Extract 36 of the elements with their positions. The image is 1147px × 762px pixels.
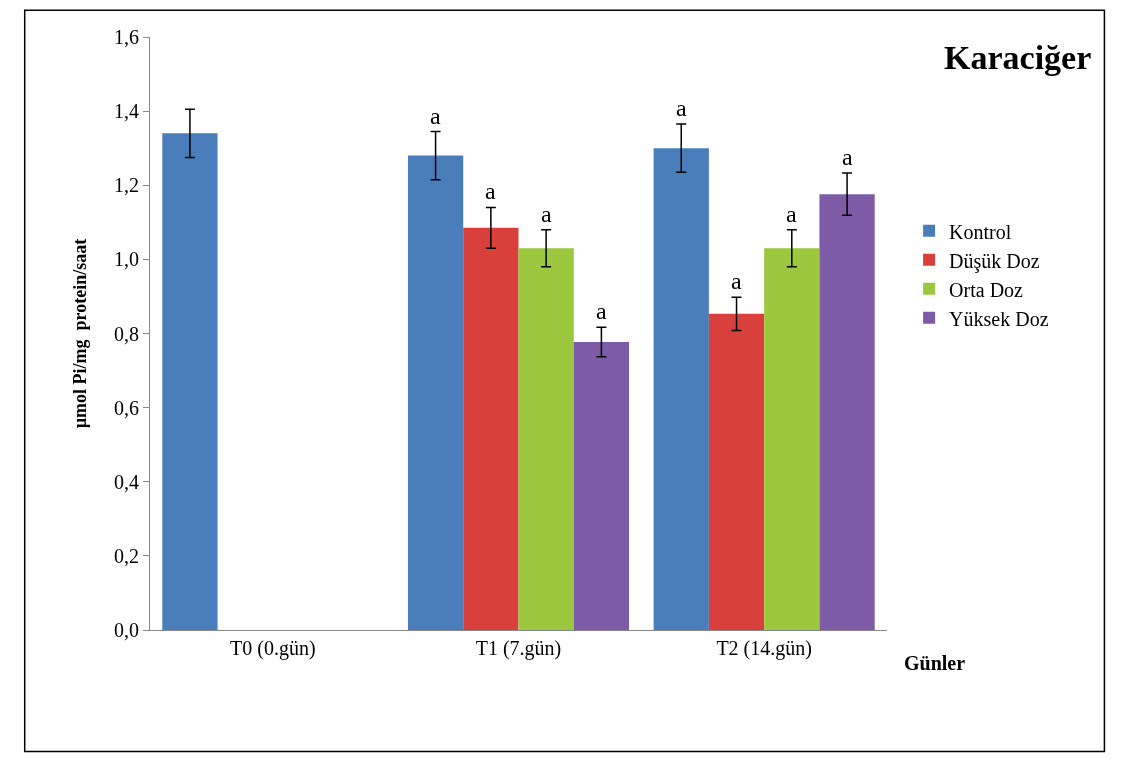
y-tick-label: 0,0: [114, 619, 139, 641]
bar: [819, 194, 875, 630]
legend-label: Orta Doz: [949, 278, 1024, 301]
x-tick-label: T2 (14.gün): [716, 637, 812, 660]
legend-label: Yüksek Doz: [949, 307, 1049, 330]
bar: [573, 342, 630, 630]
y-tick-label: 1,2: [114, 174, 139, 197]
y-axis-title: µmol Pi/mg protein/saat: [70, 238, 91, 429]
y-tick-label: 1,6: [114, 26, 139, 48]
bar: [653, 148, 709, 630]
data-label: a: [786, 201, 797, 227]
y-tick-label: 1,0: [114, 248, 139, 271]
y-tick-label: 0,4: [114, 470, 139, 493]
y-tick-label: 0,2: [114, 544, 139, 567]
bar: [407, 155, 464, 630]
y-tick-label: 0,8: [114, 322, 139, 345]
data-label: a: [541, 201, 552, 227]
y-tick-label: 1,4: [114, 100, 139, 123]
bar: [162, 133, 218, 630]
data-label: a: [430, 103, 441, 129]
data-label: a: [596, 298, 607, 324]
text: Karaciğer: [944, 39, 1092, 76]
legend-label: Kontrol: [949, 220, 1012, 243]
data-label: a: [485, 178, 496, 204]
x-tick-label: T1 (7.gün): [475, 637, 562, 660]
bar: [463, 227, 519, 630]
bar: [764, 248, 820, 630]
x-axis-title: Günler: [904, 652, 966, 674]
data-label: a: [731, 268, 742, 294]
legend-label: Düşük Doz: [949, 249, 1040, 273]
bar: [518, 248, 574, 630]
bar: [708, 313, 765, 630]
x-tick-label: T0 (0.gün): [230, 637, 316, 660]
data-label: a: [676, 95, 687, 121]
y-tick-label: 0,6: [114, 396, 139, 419]
data-label: a: [842, 144, 853, 170]
